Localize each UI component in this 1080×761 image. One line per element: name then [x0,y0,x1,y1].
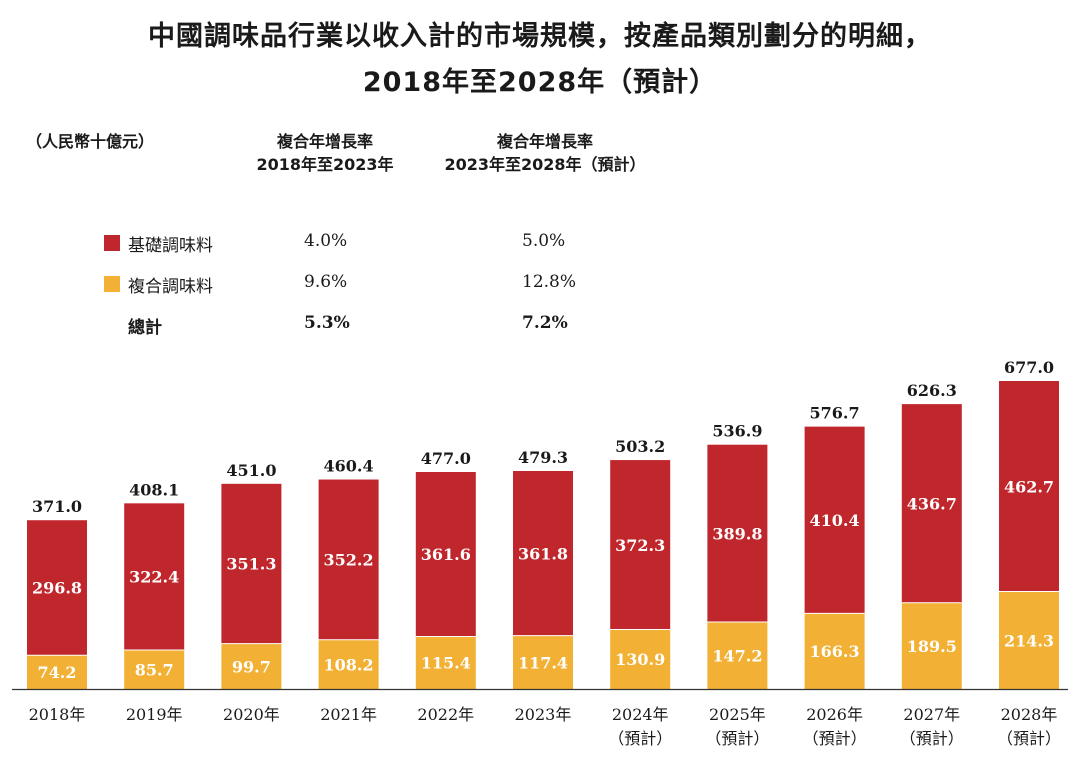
bar-segment-basic [901,404,962,603]
data-label-basic: 361.6 [421,545,471,564]
bar-segment-compound [124,650,185,689]
bar-segment-basic [27,520,87,656]
x-tick-note: （預計） [900,729,964,748]
data-label-basic: 372.3 [615,536,665,555]
legend-swatch-compound [104,276,120,292]
data-label-basic: 322.4 [129,568,179,587]
data-label-compound: 99.7 [232,657,271,676]
legend-cagr2-compound: 12.8% [522,272,577,292]
data-label-compound: 108.2 [324,655,374,674]
bar-segment-compound [804,613,865,689]
data-label-basic: 410.4 [810,511,860,530]
data-label-compound: 147.2 [712,647,762,666]
x-tick-label: 2025年 [709,705,766,724]
bar-segment-basic [318,479,379,640]
cagr-header-2023-2028: 複合年增長率 2023年至2028年（預計） [425,130,665,176]
x-tick-label: 2023年 [515,705,572,724]
data-label-compound: 85.7 [135,661,174,680]
chart-title-line2: 2018年至2028年（預計） [362,67,718,98]
data-label-total: 408.1 [129,480,179,499]
data-label-compound: 117.4 [518,653,568,672]
legend-cagr1-basic: 4.0% [304,231,348,251]
cagr-header-1-line1: 複合年增長率 [276,132,373,151]
bar-segment-basic [707,444,768,623]
x-tick-label: 2019年 [126,705,183,724]
data-label-total: 460.4 [324,457,374,476]
bar-segment-basic [999,381,1059,592]
legend-cagr2-basic: 5.0% [522,231,566,251]
bar-segment-basic [804,426,865,614]
bar-segment-compound [221,643,282,689]
data-label-basic: 351.3 [226,555,276,574]
x-tick-note: （預計） [705,729,769,748]
x-tick-label: 2022年 [417,705,474,724]
bar-segment-compound [415,636,476,689]
x-tick-label: 2021年 [320,705,377,724]
data-label-total: 536.9 [712,422,762,441]
data-label-basic: 436.7 [907,494,957,513]
data-label-total: 479.3 [518,448,568,467]
x-tick-label: 2028年 [1001,705,1058,724]
legend-label-total: 總計 [128,318,162,338]
cagr-header-2-line1: 複合年增長率 [496,132,593,151]
data-label-total: 503.2 [615,437,665,456]
data-label-basic: 296.8 [32,579,82,598]
chart-title-line1: 中國調味品行業以收入計的市場規模，按產品類別劃分的明細， [148,21,932,52]
cagr-header-1-line2: 2018年至2023年 [256,155,394,174]
legend-swatch-basic [104,235,120,251]
cagr-header-2018-2023: 複合年增長率 2018年至2023年 [235,130,415,176]
data-label-compound: 214.3 [1004,631,1054,650]
x-tick-label: 2027年 [903,705,960,724]
bar-segment-basic [513,470,573,636]
bar-segment-basic [415,471,476,637]
data-label-basic: 352.2 [324,551,374,570]
legend-cagr2-total: 7.2% [522,313,568,333]
x-tick-label: 2018年 [29,705,86,724]
legend-label-compound: 複合調味料 [128,277,213,297]
data-label-compound: 166.3 [810,642,860,661]
bar-segment-compound [999,591,1059,689]
data-label-total: 677.0 [1004,358,1054,377]
x-tick-label: 2024年 [612,705,669,724]
bar-segment-basic [221,483,282,644]
x-tick-label: 2020年 [223,705,280,724]
x-tick-note: （預計） [803,729,867,748]
data-label-total: 371.0 [32,497,82,516]
bar-segment-compound [610,629,671,689]
data-label-total: 451.0 [226,461,276,480]
x-tick-note: （預計） [608,729,672,748]
bar-segment-basic [610,460,671,630]
data-label-basic: 389.8 [712,524,762,543]
bar-segment-compound [513,635,573,689]
bar-segment-compound [707,622,768,689]
legend-label-basic: 基礎調味料 [128,236,213,256]
legend-cagr1-total: 5.3% [304,313,350,333]
data-label-compound: 130.9 [615,650,665,669]
data-label-basic: 361.8 [518,544,568,563]
data-label-compound: 115.4 [421,654,471,673]
unit-label: （人民幣十億元） [26,132,155,151]
x-tick-note: （預計） [997,729,1061,748]
data-label-total: 576.7 [810,404,860,423]
cagr-header-2-line2: 2023年至2028年（預計） [444,155,646,174]
data-label-compound: 74.2 [38,663,77,682]
data-label-total: 626.3 [907,381,957,400]
bar-segment-basic [124,503,185,651]
bar-segment-compound [901,602,962,689]
data-label-basic: 462.7 [1004,477,1054,496]
data-label-compound: 189.5 [907,637,957,656]
bar-segment-compound [318,639,379,689]
legend-cagr1-compound: 9.6% [304,272,348,292]
bar-segment-compound [27,655,87,689]
x-tick-label: 2026年 [806,705,863,724]
data-label-total: 477.0 [421,449,471,468]
